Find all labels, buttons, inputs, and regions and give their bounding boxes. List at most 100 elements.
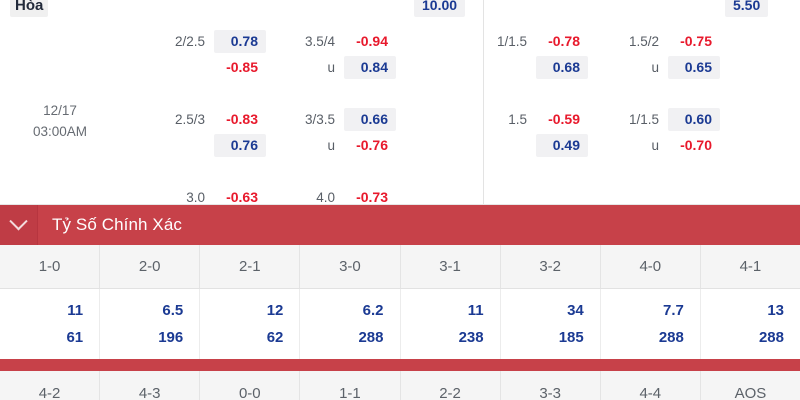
odds-value-button[interactable]: 0.84 (344, 55, 396, 79)
score-odds-value: 6.5 (162, 302, 184, 319)
odds-value-button[interactable]: -0.59 (548, 110, 580, 127)
score-odds-cell[interactable]: 34 185 (501, 289, 601, 359)
score-odds-cell[interactable]: 12 62 (200, 289, 301, 359)
score-odds-cell[interactable]: 6.5 196 (100, 289, 201, 359)
odds-value-button[interactable]: -0.76 (356, 136, 388, 153)
top-odds-chip-1[interactable]: 10.00 (414, 0, 466, 17)
odds-row-bottom: 0.68 (492, 54, 588, 80)
odds-row-top: 3.5/4 -0.94 (296, 28, 396, 54)
score-odds-value: 288 (758, 329, 784, 346)
odds-panel: Hòa 10.00 5.50 12/17 03:00AM 2/2.5 0.78 -0… (0, 0, 800, 235)
odds-pair: 3/3.5 0.66 u -0.76 (296, 106, 396, 158)
score-value-row-1: 11 61 6.5 196 12 62 6.2 288 11 238 34 185 7.7 288 13 28… (0, 289, 800, 359)
odds-row-bottom: u -0.70 (620, 132, 720, 158)
odds-row-bottom: 0.76 (166, 132, 266, 158)
odds-value-button[interactable]: 0.78 (214, 29, 266, 53)
odds-value-button[interactable]: -0.75 (680, 32, 712, 49)
under-label: u (327, 137, 335, 153)
odds-row-bottom: u 0.84 (296, 54, 396, 80)
odds-pair: 3.5/4 -0.94 u 0.84 (296, 28, 396, 80)
odds-row-bottom: 0.49 (492, 132, 588, 158)
match-time-value: 03:00AM (32, 124, 88, 139)
odds-value-button[interactable]: 0.49 (536, 133, 588, 157)
score-header-cell[interactable]: 3-0 (300, 245, 401, 288)
score-header-cell[interactable]: 4-0 (601, 245, 701, 288)
odds-value-button[interactable]: 0.68 (536, 55, 588, 79)
score-odds-value: 288 (658, 329, 684, 346)
score-header-cell[interactable]: 2-2 (401, 371, 501, 400)
handicap-label: 3/3.5 (304, 111, 335, 127)
under-label: u (651, 59, 659, 75)
chevron-down-icon (9, 211, 28, 230)
odds-value-button[interactable]: -0.83 (226, 110, 258, 127)
odds-pair: 1.5/2 -0.75 u 0.65 (620, 28, 720, 80)
score-odds-value: 185 (558, 329, 584, 346)
score-header-cell[interactable]: AOS (734, 384, 767, 400)
section-title: Tỷ Số Chính Xác (52, 215, 183, 234)
score-odds-value: 238 (458, 329, 484, 346)
score-header-cell[interactable]: 3-3 (501, 371, 601, 400)
score-header-cell[interactable]: 4-1 (739, 258, 762, 275)
odds-value-button[interactable]: -0.73 (356, 188, 388, 205)
odds-row-bottom: u -0.76 (296, 132, 396, 158)
match-datetime: 12/17 03:00AM (0, 100, 120, 142)
draw-label: Hòa (10, 0, 49, 17)
score-odds-value: 34 (567, 302, 584, 319)
score-odds-cell[interactable]: 11 61 (0, 289, 101, 359)
score-odds-value: 11 (467, 302, 484, 319)
odds-value-button[interactable]: -0.63 (226, 188, 258, 205)
score-header-row-2: 4-2 4-3 0-0 1-1 2-2 3-3 4-4 AOS (0, 371, 800, 400)
score-odds-value: 288 (358, 329, 384, 346)
odds-group-overunder-right: 1.5/2 -0.75 u 0.65 1/1.5 0.60 u -0.70 (620, 28, 720, 158)
score-odds-value: 7.7 (663, 302, 684, 319)
odds-row-top: 2/2.5 0.78 (166, 28, 266, 54)
handicap-label: 1/1.5 (496, 33, 527, 49)
top-odds-chip-2[interactable]: 5.50 (725, 0, 769, 17)
score-header-cell[interactable]: 1-0 (0, 245, 101, 288)
score-header-cell[interactable]: 4-3 (100, 371, 201, 400)
correct-score-table: 1-0 2-0 2-1 3-0 3-1 3-2 4-0 4-1 11 61 6.5 196 12 62 6… (0, 245, 800, 359)
handicap-label: 1.5 (508, 111, 527, 127)
odds-row-top: 2.5/3 -0.83 (166, 106, 266, 132)
odds-value-button[interactable]: -0.94 (356, 32, 388, 49)
odds-pair: 2.5/3 -0.83 0.76 (166, 106, 266, 158)
score-header-cell[interactable]: 2-1 (200, 245, 301, 288)
score-header-cell[interactable]: 3-1 (401, 245, 501, 288)
handicap-label: 2.5/3 (174, 111, 205, 127)
panel-divider (483, 0, 484, 204)
odds-pair: 2/2.5 0.78 -0.85 (166, 28, 266, 80)
odds-value-button[interactable]: -0.78 (548, 32, 580, 49)
score-header-row-1: 1-0 2-0 2-1 3-0 3-1 3-2 4-0 4-1 (0, 245, 800, 289)
section-header-correct-score[interactable]: Tỷ Số Chính Xác (0, 205, 800, 245)
section-toggle-button[interactable] (0, 205, 38, 245)
score-header-cell[interactable]: 4-4 (601, 371, 701, 400)
score-header-cell[interactable]: 2-0 (100, 245, 201, 288)
score-header-cell[interactable]: 4-2 (0, 371, 101, 400)
handicap-label: 3.0 (186, 189, 205, 205)
odds-value-button[interactable]: -0.85 (226, 58, 258, 75)
odds-row-bottom: u 0.65 (620, 54, 720, 80)
odds-group-handicap-right: 1/1.5 -0.78 0.68 1.5 -0.59 0.49 (492, 28, 588, 158)
odds-pair: 1/1.5 0.60 u -0.70 (620, 106, 720, 158)
odds-value-button[interactable]: 0.76 (214, 133, 266, 157)
under-label: u (651, 137, 659, 153)
score-odds-value: 62 (266, 329, 284, 346)
score-odds-cell[interactable]: 11 238 (401, 289, 501, 359)
odds-value-button[interactable]: 0.66 (344, 107, 396, 131)
score-odds-cell[interactable]: 13 288 (701, 289, 800, 359)
under-label: u (327, 59, 335, 75)
score-header-cell[interactable]: 3-2 (501, 245, 601, 288)
score-odds-cell[interactable]: 7.7 288 (601, 289, 701, 359)
odds-value-button[interactable]: 0.65 (668, 55, 720, 79)
score-odds-value: 61 (66, 329, 84, 346)
odds-value-button[interactable]: 0.60 (668, 107, 720, 131)
odds-row-top: 1/1.5 -0.78 (492, 28, 588, 54)
odds-row-top: 1/1.5 0.60 (620, 106, 720, 132)
odds-value-button[interactable]: -0.70 (680, 136, 712, 153)
odds-row-bottom: -0.85 (166, 54, 266, 80)
score-header-cell[interactable]: 0-0 (200, 371, 301, 400)
score-odds-cell[interactable]: 6.2 288 (300, 289, 401, 359)
score-header-cell[interactable]: 1-1 (300, 371, 401, 400)
section-red-divider (0, 359, 800, 371)
odds-row-top: 3/3.5 0.66 (296, 106, 396, 132)
